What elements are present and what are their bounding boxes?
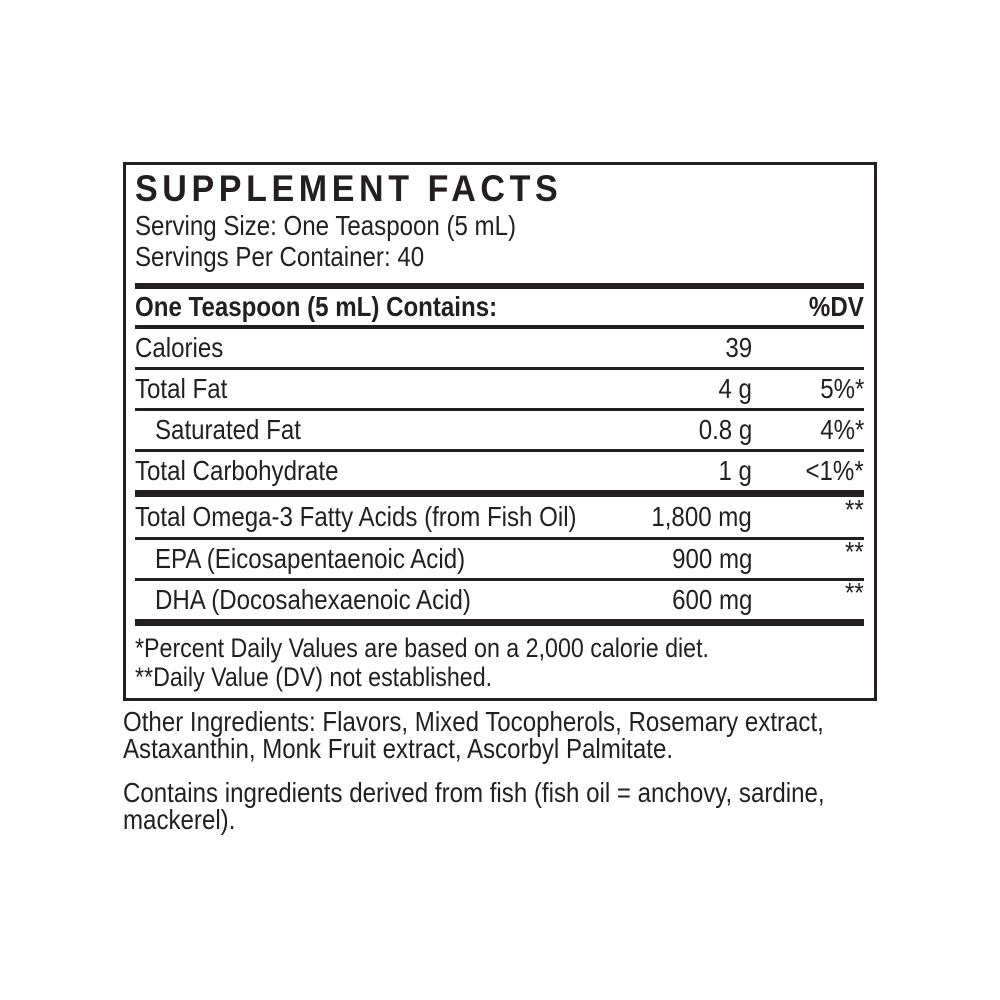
row-divider [135,449,864,452]
footnotes: *Percent Daily Values are based on a 2,0… [135,634,864,692]
allergen-statement: Contains ingredients derived from fish (… [123,777,913,835]
allergen-statement-line: Contains ingredients derived from fish (… [123,777,825,808]
label-title-row: SUPPLEMENT FACTS [135,170,864,210]
serving-size: Serving Size: One Teaspoon (5 mL) [135,210,517,241]
nutrient-name: Saturated Fat [155,414,301,445]
nutrient-dv: 4%* [819,414,864,445]
nutrient-dv [752,332,864,364]
nutrient-dv: ** [845,536,864,567]
servings-per-container: Servings Per Container: 40 [135,241,425,272]
nutrient-name: Total Fat [135,373,228,404]
table-row-omega3: Total Omega-3 Fatty Acids (from Fish Oil… [135,494,864,537]
nutrient-dv: <1%* [805,455,864,486]
label-title: SUPPLEMENT FACTS [135,168,563,209]
allergen-statement-line: mackerel). [123,804,236,835]
nutrient-amount: 1,800 mg [651,501,752,532]
nutrient-amount: 39 [725,332,752,363]
nutrient-amount: 0.8 g [698,414,752,445]
table-header-row: One Teaspoon (5 mL) Contains: %DV [135,289,864,325]
nutrient-dv: 5%* [819,373,864,404]
footnote-daily-values: *Percent Daily Values are based on a 2,0… [135,633,709,663]
thick-divider-bottom [135,619,864,626]
other-ingredients-line: Astaxanthin, Monk Fruit extract, Ascorby… [123,733,674,764]
nutrient-amount: 1 g [718,455,752,486]
supplement-facts-label: SUPPLEMENT FACTS Serving Size: One Teasp… [123,162,877,701]
nutrient-name: Total Carbohydrate [135,455,339,486]
table-row-total-carbohydrate: Total Carbohydrate 1 g <1%* [135,452,864,490]
nutrient-name: EPA (Eicosapentaenoic Acid) [155,543,466,574]
row-divider [135,408,864,411]
below-label-text: Other Ingredients: Flavors, Mixed Tocoph… [123,708,913,850]
table-row-epa: EPA (Eicosapentaenoic Acid) 900 mg ** [135,536,864,578]
row-divider [135,537,864,540]
nutrient-name: Total Omega-3 Fatty Acids (from Fish Oil… [135,501,577,532]
nutrient-name: DHA (Docosahexaenoic Acid) [155,584,471,615]
nutrient-name: Calories [135,332,224,363]
nutrient-amount: 600 mg [671,584,752,615]
table-row-saturated-fat: Saturated Fat 0.8 g 4%* [135,411,864,449]
footnote-dv-not-established: **Daily Value (DV) not established. [135,662,493,692]
contains-header: One Teaspoon (5 mL) Contains: [135,291,498,322]
other-ingredients-line: Other Ingredients: Flavors, Mixed Tocoph… [123,706,824,737]
row-divider [135,367,864,370]
header-underline [135,325,864,329]
table-row-total-fat: Total Fat 4 g 5%* [135,370,864,408]
other-ingredients: Other Ingredients: Flavors, Mixed Tocoph… [123,706,913,764]
dv-header: %DV [809,291,864,322]
nutrient-amount: 900 mg [671,543,752,574]
thick-divider-middle [135,490,864,497]
row-divider [135,578,864,581]
thick-divider-top [135,283,864,289]
table-row-calories: Calories 39 [135,329,864,367]
nutrient-dv: ** [845,577,864,608]
nutrient-amount: 4 g [718,373,752,404]
nutrient-dv: ** [845,494,864,525]
table-row-dha: DHA (Docosahexaenoic Acid) 600 mg ** [135,577,864,619]
